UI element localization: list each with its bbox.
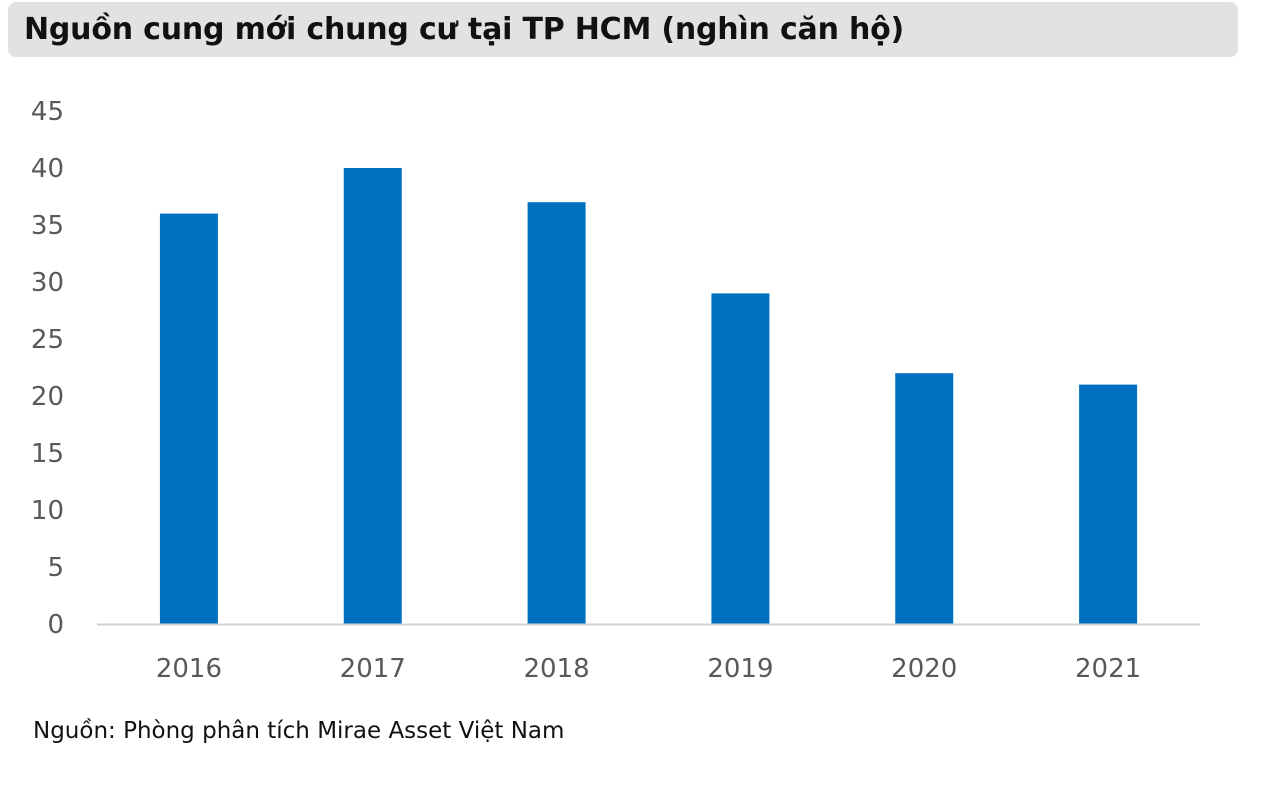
- chart-title-bar: Nguồn cung mới chung cư tại TP HCM (nghì…: [8, 2, 1238, 57]
- y-tick-label: 20: [31, 382, 64, 412]
- bar-2017: [343, 168, 402, 624]
- y-tick-label: 0: [47, 610, 64, 640]
- y-tick-label: 35: [31, 211, 64, 241]
- x-tick-label: 2021: [1075, 654, 1141, 684]
- source-note: Nguồn: Phòng phân tích Mirae Asset Việt …: [33, 718, 565, 744]
- chart-title: Nguồn cung mới chung cư tại TP HCM (nghì…: [24, 12, 905, 47]
- bar-2018: [527, 202, 586, 624]
- y-tick-label: 10: [31, 496, 64, 526]
- x-tick-label: 2018: [523, 654, 589, 684]
- bar-2016: [159, 213, 218, 624]
- bar-2021: [1079, 384, 1138, 624]
- y-tick-label: 30: [31, 268, 64, 298]
- x-tick-label: 2016: [156, 654, 222, 684]
- y-tick-label: 40: [31, 154, 64, 184]
- x-tick-label: 2019: [707, 654, 773, 684]
- x-tick-label: 2020: [891, 654, 957, 684]
- y-tick-label: 5: [47, 553, 64, 583]
- bar-2020: [895, 373, 954, 624]
- y-tick-label: 45: [31, 97, 64, 127]
- bar-2019: [711, 293, 770, 624]
- y-tick-label: 25: [31, 325, 64, 355]
- x-tick-label: 2017: [340, 654, 406, 684]
- y-tick-label: 15: [31, 439, 64, 469]
